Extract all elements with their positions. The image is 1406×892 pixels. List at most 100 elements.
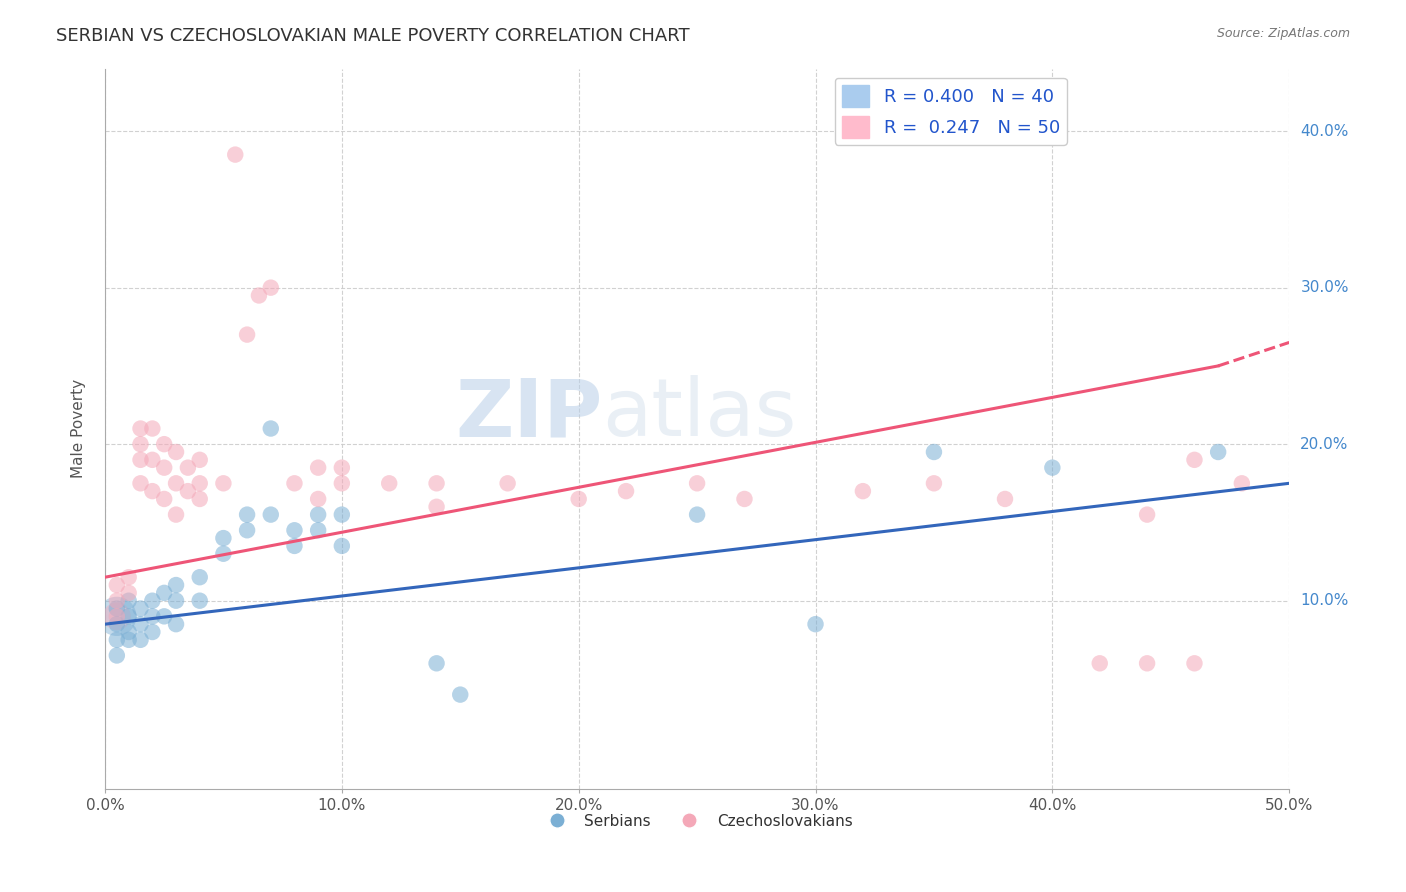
Point — [330, 539, 353, 553]
Point — [188, 476, 211, 491]
Point — [118, 586, 141, 600]
Point — [105, 632, 128, 647]
Point — [260, 421, 283, 435]
Point — [105, 601, 128, 615]
Point — [686, 508, 709, 522]
Point — [129, 421, 152, 435]
Point — [141, 625, 163, 640]
Point — [118, 593, 141, 607]
Point — [105, 609, 128, 624]
Point — [129, 476, 152, 491]
Text: atlas: atlas — [602, 376, 797, 453]
Point — [426, 500, 449, 514]
Point — [1088, 657, 1111, 671]
Point — [165, 578, 187, 592]
Point — [260, 280, 283, 294]
Point — [1136, 508, 1159, 522]
Point — [118, 609, 141, 624]
Point — [165, 476, 187, 491]
Point — [247, 288, 270, 302]
Text: SERBIAN VS CZECHOSLOVAKIAN MALE POVERTY CORRELATION CHART: SERBIAN VS CZECHOSLOVAKIAN MALE POVERTY … — [56, 27, 690, 45]
Point — [188, 491, 211, 506]
Point — [153, 609, 176, 624]
Point — [118, 570, 141, 584]
Point — [129, 601, 152, 615]
Point — [188, 570, 211, 584]
Point — [129, 437, 152, 451]
Point — [804, 617, 827, 632]
Point — [153, 460, 176, 475]
Point — [177, 460, 200, 475]
Text: ZIP: ZIP — [456, 376, 602, 453]
Point — [129, 617, 152, 632]
Point — [153, 491, 176, 506]
Point — [283, 539, 305, 553]
Point — [212, 547, 235, 561]
Point — [330, 476, 353, 491]
Point — [307, 491, 329, 506]
Point — [177, 484, 200, 499]
Point — [283, 523, 305, 537]
Point — [307, 460, 329, 475]
Point — [614, 484, 637, 499]
Point — [733, 491, 755, 506]
Point — [1136, 657, 1159, 671]
Point — [1040, 460, 1063, 475]
Point — [141, 593, 163, 607]
Point — [236, 327, 259, 342]
Point — [852, 484, 875, 499]
Point — [212, 476, 235, 491]
Point — [236, 508, 259, 522]
Point — [307, 508, 329, 522]
Point — [922, 445, 945, 459]
Point — [496, 476, 519, 491]
Point — [1206, 445, 1229, 459]
Point — [141, 609, 163, 624]
Text: 40.0%: 40.0% — [1301, 124, 1348, 138]
Point — [283, 476, 305, 491]
Point — [330, 508, 353, 522]
Point — [922, 476, 945, 491]
Point — [105, 648, 128, 663]
Point — [165, 593, 187, 607]
Y-axis label: Male Poverty: Male Poverty — [72, 379, 86, 478]
Legend: Serbians, Czechoslovakians: Serbians, Czechoslovakians — [536, 807, 859, 835]
Point — [378, 476, 401, 491]
Point — [118, 625, 141, 640]
Point — [141, 453, 163, 467]
Point — [1230, 476, 1253, 491]
Point — [141, 484, 163, 499]
Point — [426, 657, 449, 671]
Point — [1184, 453, 1206, 467]
Point — [236, 523, 259, 537]
Point — [118, 632, 141, 647]
Point — [105, 617, 128, 632]
Point — [153, 586, 176, 600]
Point — [260, 508, 283, 522]
Point — [330, 460, 353, 475]
Point — [153, 437, 176, 451]
Point — [426, 476, 449, 491]
Point — [307, 523, 329, 537]
Point — [105, 609, 128, 624]
Text: Source: ZipAtlas.com: Source: ZipAtlas.com — [1216, 27, 1350, 40]
Point — [994, 491, 1017, 506]
Text: 30.0%: 30.0% — [1301, 280, 1348, 295]
Point — [165, 508, 187, 522]
Point — [129, 632, 152, 647]
Point — [105, 578, 128, 592]
Point — [105, 609, 128, 624]
Point — [165, 617, 187, 632]
Text: 10.0%: 10.0% — [1301, 593, 1348, 608]
Point — [129, 453, 152, 467]
Point — [105, 593, 128, 607]
Point — [165, 445, 187, 459]
Point — [188, 593, 211, 607]
Point — [449, 688, 471, 702]
Text: 20.0%: 20.0% — [1301, 437, 1348, 451]
Point — [686, 476, 709, 491]
Point — [568, 491, 591, 506]
Point — [188, 453, 211, 467]
Point — [212, 531, 235, 545]
Point — [224, 147, 246, 161]
